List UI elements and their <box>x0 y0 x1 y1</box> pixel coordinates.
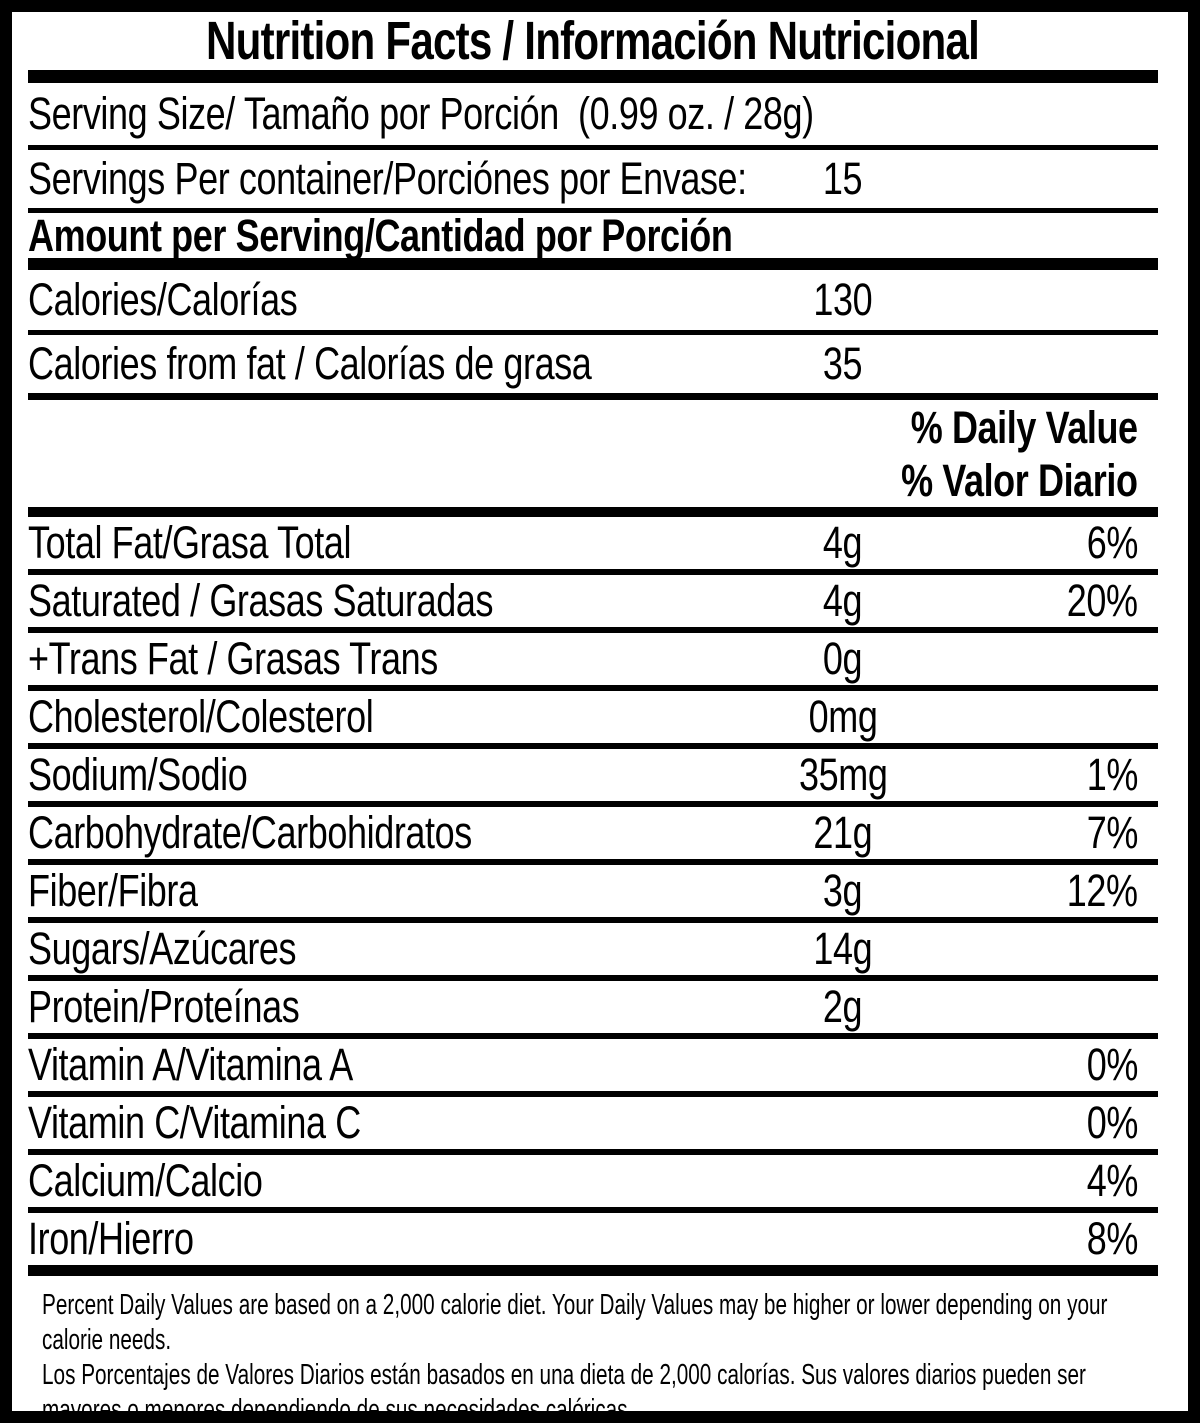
nutrient-label: Total Fat/Grasa Total <box>28 517 352 568</box>
nutrient-amount: 4g <box>823 517 863 568</box>
footnotes: Percent Daily Values are based on a 2,00… <box>28 1276 1158 1423</box>
nutrient-label: Sugars/Azúcares <box>28 923 297 974</box>
table-row-carbohydrate: Carbohydrate/Carbohidratos 21g 7% <box>28 807 1158 865</box>
nutrient-amount: 0mg <box>808 691 878 742</box>
nutrient-amount <box>703 1097 983 1149</box>
nutrient-amount: 14g <box>813 923 873 974</box>
nutrient-amount <box>703 1155 983 1207</box>
nutrient-label: Calcium/Calcio <box>28 1155 263 1206</box>
calories-value: 130 <box>813 274 873 325</box>
calories-label: Calories/Calorías <box>28 274 298 325</box>
nutrient-dv: 0% <box>1086 1039 1139 1090</box>
servings-per-container-row: Servings Per container/Porciónes por Env… <box>28 150 1158 213</box>
nutrient-dv <box>983 923 1158 975</box>
nutrient-amount <box>703 1213 983 1265</box>
divider-thick <box>28 1265 1158 1276</box>
nutrient-amount: 2g <box>823 981 863 1032</box>
calories-from-fat-value: 35 <box>823 338 863 389</box>
nutrient-label: Vitamin A/Vitamina A <box>28 1039 353 1090</box>
nutrient-dv <box>983 981 1158 1033</box>
nutrient-dv: 1% <box>1086 749 1139 800</box>
nutrient-label: Protein/Proteínas <box>28 981 300 1032</box>
page-title: Nutrition Facts / Información Nutriciona… <box>28 11 1158 71</box>
daily-value-header-en: % Daily Value <box>911 401 1138 453</box>
nutrient-amount: 0g <box>823 633 863 684</box>
table-row-vitamin-c: Vitamin C/Vitamina C 0% <box>28 1097 1158 1155</box>
table-row-sugars: Sugars/Azúcares 14g <box>28 923 1158 981</box>
amount-per-serving-label: Amount per Serving/Cantidad por Porción <box>28 209 733 261</box>
nutrient-label: Cholesterol/Colesterol <box>28 691 374 742</box>
table-row-sodium: Sodium/Sodio 35mg 1% <box>28 749 1158 807</box>
nutrient-label: Vitamin C/Vitamina C <box>28 1097 361 1148</box>
nutrient-amount: 35mg <box>798 749 888 800</box>
nutrient-dv: 20% <box>1067 575 1138 626</box>
nutrient-amount <box>703 1039 983 1091</box>
footnote-spanish: Los Porcentajes de Valores Diarios están… <box>42 1359 1086 1423</box>
nutrient-label: +Trans Fat / Grasas Trans <box>28 633 438 684</box>
nutrient-dv: 4% <box>1086 1155 1139 1206</box>
table-row-protein: Protein/Proteínas 2g <box>28 981 1158 1039</box>
calories-row: Calories/Calorías 130 <box>28 270 1158 335</box>
table-row-total-fat: Total Fat/Grasa Total 4g 6% <box>28 517 1158 575</box>
daily-value-header-es: % Valor Diario <box>901 455 1139 506</box>
table-row-calcium: Calcium/Calcio 4% <box>28 1155 1158 1213</box>
servings-per-container-label: Servings Per container/Porciónes por Env… <box>28 153 747 204</box>
page-title-text: Nutrition Facts / Información Nutriciona… <box>206 11 980 71</box>
nutrient-dv <box>983 691 1158 743</box>
serving-size-row: Serving Size/ Tamaño por Porción (0.99 o… <box>28 83 1158 150</box>
amount-per-serving-row: Amount per Serving/Cantidad por Porción <box>28 210 1158 261</box>
divider-thick <box>28 258 1158 270</box>
nutrient-dv: 6% <box>1086 517 1139 568</box>
divider-thick <box>28 507 1158 517</box>
nutrient-dv: 8% <box>1086 1213 1139 1264</box>
table-row-fiber: Fiber/Fibra 3g 12% <box>28 865 1158 923</box>
table-row-saturated-fat: Saturated / Grasas Saturadas 4g 20% <box>28 575 1158 633</box>
table-row-trans-fat: +Trans Fat / Grasas Trans 0g <box>28 633 1158 691</box>
nutrient-label: Saturated / Grasas Saturadas <box>28 575 494 626</box>
footnote-english: Percent Daily Values are based on a 2,00… <box>42 1289 1108 1356</box>
nutrient-label: Sodium/Sodio <box>28 749 248 800</box>
nutrient-dv: 0% <box>1086 1097 1139 1148</box>
nutrient-dv: 7% <box>1086 807 1139 858</box>
serving-size-label: Serving Size/ Tamaño por Porción (0.99 o… <box>28 88 814 139</box>
nutrient-amount: 3g <box>823 865 863 916</box>
nutrient-dv <box>983 633 1158 685</box>
calories-from-fat-label: Calories from fat / Calorías de grasa <box>28 338 592 389</box>
nutrient-label: Iron/Hierro <box>28 1213 194 1264</box>
table-row-cholesterol: Cholesterol/Colesterol 0mg <box>28 691 1158 749</box>
divider-thick <box>28 70 1158 83</box>
nutrient-amount: 21g <box>813 807 873 858</box>
calories-from-fat-row: Calories from fat / Calorías de grasa 35 <box>28 335 1158 400</box>
servings-per-container-value: 15 <box>823 153 863 204</box>
nutrient-amount: 4g <box>823 575 863 626</box>
nutrient-label: Carbohydrate/Carbohidratos <box>28 807 472 858</box>
nutrient-label: Fiber/Fibra <box>28 865 198 916</box>
table-row-iron: Iron/Hierro 8% <box>28 1213 1158 1265</box>
table-row-vitamin-a: Vitamin A/Vitamina A 0% <box>28 1039 1158 1097</box>
nutrient-dv: 12% <box>1067 865 1138 916</box>
